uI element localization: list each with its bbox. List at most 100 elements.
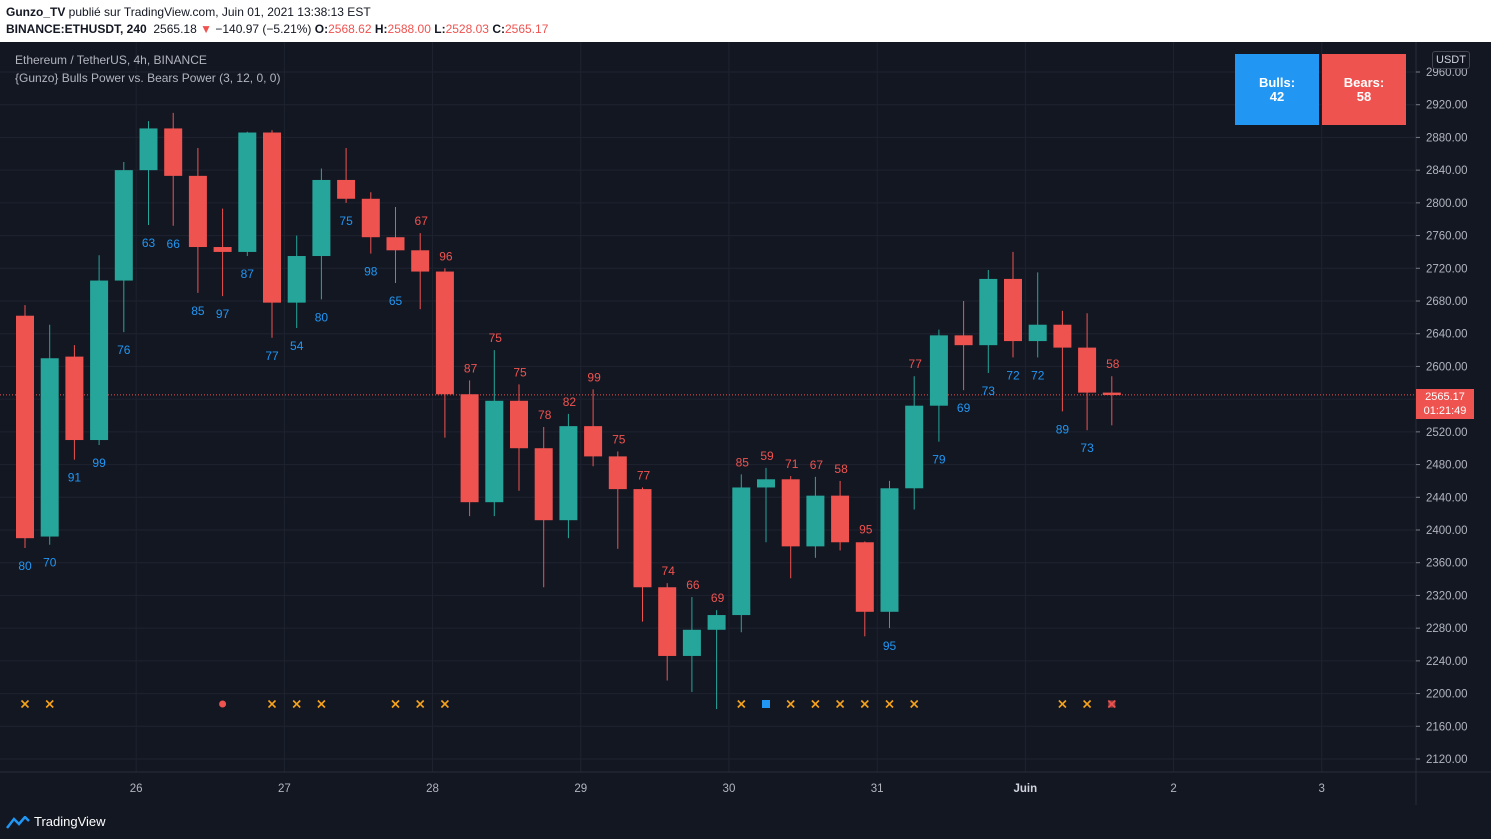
publish-info: publié sur TradingView.com, Juin 01, 202… [65,5,371,19]
signal-cross-b [1107,699,1116,709]
candle-body [510,400,528,449]
price-tick-label: 2280.00 [1426,623,1468,635]
last-price: 2565.18 [153,22,197,36]
footer-brand[interactable]: TradingView [34,814,106,829]
bull-power-label: 97 [216,307,230,321]
candle-body [979,278,998,346]
bull-power-label: 66 [167,237,181,251]
signal-cross-b [292,699,301,709]
price-change: −140.97 (−5.21%) [215,22,312,36]
time-tick-label: 30 [723,783,736,795]
series-legend[interactable]: Ethereum / TetherUS, 4h, BINANCE [15,53,207,67]
time-tick-label: 27 [278,783,291,795]
bull-power-label: 76 [117,343,131,357]
currency-button[interactable]: USDT [1432,51,1470,69]
candle-body [460,394,479,503]
indicator-legend[interactable]: {Gunzo} Bulls Power vs. Bears Power (3, … [15,71,281,85]
bear-power-label: 95 [859,522,873,536]
close-label: C: [492,22,505,36]
candle-body [682,629,701,656]
price-tick-label: 2200.00 [1426,689,1468,701]
bear-power-label: 96 [439,249,453,263]
candle-body [386,237,405,251]
signal-cross-b [1083,699,1092,709]
bull-power-label: 65 [389,294,403,308]
low-value: 2528.03 [445,22,489,36]
price-tick-label: 2920.00 [1426,100,1468,112]
bear-power-label: 66 [686,578,700,592]
candle-body [213,247,232,252]
price-tick-label: 2520.00 [1426,427,1468,439]
candle-body [238,132,257,252]
price-chart[interactable]: 80 70 91 99 76 63 66 85 97 87 77 54 80 75 98 65 67 96 87 75… [0,42,1491,805]
time-tick-label: 29 [574,783,587,795]
author-name[interactable]: Gunzo_TV [6,5,66,19]
signal-cross-b [860,699,869,709]
high-label: H: [374,22,388,36]
bull-power-label: 73 [1080,441,1094,455]
signal-cross-b [836,699,845,709]
bull-power-label: 79 [932,453,946,467]
bull-power-label: 75 [339,214,353,228]
bull-power-label: 85 [191,304,205,318]
publish-line: Gunzo_TV publié sur TradingView.com, Jui… [6,5,371,19]
candle-body [929,335,948,406]
ohlc-line: BINANCE:ETHUSDT, 240 2565.18 ▼ −140.97 (… [6,22,548,36]
time-tick-label: 2 [1170,783,1176,795]
bull-power-label: 72 [1006,368,1020,382]
open-value: 2568.62 [328,22,372,36]
open-label: O: [314,22,329,36]
bear-power-label: 74 [662,564,676,578]
signal-cross-b [885,699,894,709]
candle-body [707,615,726,630]
signal-cross-b [910,699,919,709]
bears-label: Bears: [1343,74,1385,90]
candle-body [633,489,652,588]
price-tick-label: 2960.00 [1426,67,1468,79]
candle-body [905,405,924,489]
bull-power-label: 80 [18,559,32,573]
current-price-value: 2565.17 [1425,390,1465,403]
power-labels: 80 70 91 99 76 63 66 85 97 87 77 54 80 75 98 65 67 96 87 75… [18,214,1119,653]
bear-power-label: 67 [415,214,429,228]
candles [16,112,1121,710]
bear-power-label: 77 [637,468,651,482]
bulls-label: Bulls: [1258,74,1296,90]
candle-body [1078,347,1097,393]
candle-body [40,358,59,537]
price-tick-label: 2880.00 [1426,132,1468,144]
bear-power-label: 82 [563,395,577,409]
grid-lines [0,42,1416,772]
bear-power-label: 75 [612,432,626,446]
candle-body [435,271,454,395]
current-price-tag: 2565.17 01:21:49 [1416,388,1474,419]
bulls-box: Bulls: 42 [1235,54,1319,125]
price-tick-label: 2480.00 [1426,460,1468,472]
countdown-timer: 01:21:49 [1423,404,1467,417]
candle-body [411,250,430,272]
candle-body [164,128,183,176]
time-axis[interactable]: 26 27 28 29 30 31 Juin 2 3 [130,783,1325,795]
bear-power-label: 59 [760,449,774,463]
candle-body [114,170,133,281]
candle-body [584,426,603,457]
price-tick-label: 2120.00 [1426,754,1468,766]
bear-power-label: 58 [834,462,848,476]
candle-body [1028,324,1047,342]
footer: TradingView [0,805,1491,839]
candle-body [485,400,504,503]
candle-body [139,128,158,171]
candle-body [831,495,850,543]
signal-dot [219,700,227,708]
price-tick-label: 2600.00 [1426,361,1468,373]
signal-cross-b [267,699,277,709]
candle-body [188,175,207,248]
candle-body [337,179,356,199]
candle-body [608,456,627,490]
signal-cross-b [45,699,54,709]
bear-power-label: 67 [810,458,824,472]
candle-body [559,426,578,521]
price-tick-label: 2760.00 [1426,231,1468,243]
down-arrow-icon: ▼ [200,22,212,36]
candle-body [880,488,899,612]
